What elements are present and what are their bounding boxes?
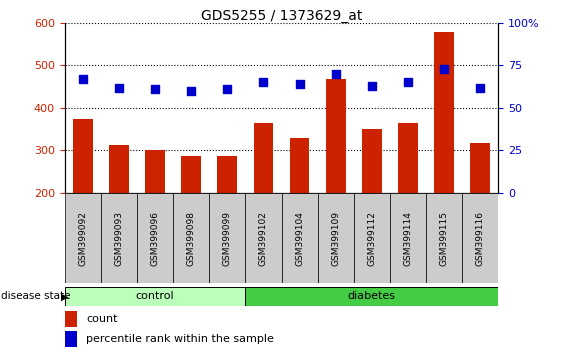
Bar <box>65 287 245 306</box>
Bar <box>326 79 346 193</box>
Point <box>440 66 449 72</box>
Point <box>476 85 485 90</box>
Point <box>259 80 268 85</box>
Bar <box>217 155 237 193</box>
Text: GSM399115: GSM399115 <box>440 211 449 266</box>
Bar <box>109 145 129 193</box>
Bar <box>398 123 418 193</box>
Text: GSM399102: GSM399102 <box>259 211 268 266</box>
Bar <box>318 193 354 283</box>
Bar <box>101 193 137 283</box>
Point <box>295 81 304 87</box>
Text: GSM399092: GSM399092 <box>78 211 87 266</box>
Text: GSM399114: GSM399114 <box>404 211 413 266</box>
Text: GSM399096: GSM399096 <box>150 211 159 266</box>
Bar <box>65 331 77 347</box>
Text: percentile rank within the sample: percentile rank within the sample <box>87 334 274 344</box>
Bar <box>65 193 101 283</box>
Point <box>331 71 340 77</box>
Text: disease state: disease state <box>1 291 70 302</box>
Bar <box>245 193 282 283</box>
Point <box>367 83 376 89</box>
Text: GSM399104: GSM399104 <box>295 211 304 266</box>
Bar <box>426 193 462 283</box>
Point <box>187 88 196 94</box>
Text: count: count <box>87 314 118 324</box>
Point <box>404 80 413 85</box>
Bar <box>137 193 173 283</box>
Bar <box>462 193 498 283</box>
Text: GSM399109: GSM399109 <box>331 211 340 266</box>
Text: GSM399116: GSM399116 <box>476 211 485 266</box>
Bar <box>181 155 201 193</box>
Point <box>78 76 87 82</box>
Bar <box>65 311 77 327</box>
Bar <box>245 287 498 306</box>
Bar <box>253 123 274 193</box>
Bar <box>289 138 310 193</box>
Text: GSM399093: GSM399093 <box>114 211 123 266</box>
Bar <box>434 32 454 193</box>
Point <box>114 85 123 90</box>
Bar <box>73 119 93 193</box>
Text: GDS5255 / 1373629_at: GDS5255 / 1373629_at <box>201 9 362 23</box>
Text: control: control <box>136 291 175 302</box>
Text: GSM399099: GSM399099 <box>223 211 232 266</box>
Bar <box>282 193 318 283</box>
Point <box>223 86 232 92</box>
Bar <box>354 193 390 283</box>
Bar <box>145 150 165 193</box>
Text: GSM399098: GSM399098 <box>187 211 196 266</box>
Bar <box>209 193 245 283</box>
Bar <box>362 129 382 193</box>
Bar <box>173 193 209 283</box>
Bar <box>390 193 426 283</box>
Text: diabetes: diabetes <box>348 291 396 302</box>
Bar <box>470 143 490 193</box>
Text: GSM399112: GSM399112 <box>367 211 376 266</box>
Point <box>150 86 159 92</box>
Text: ▶: ▶ <box>61 291 68 302</box>
